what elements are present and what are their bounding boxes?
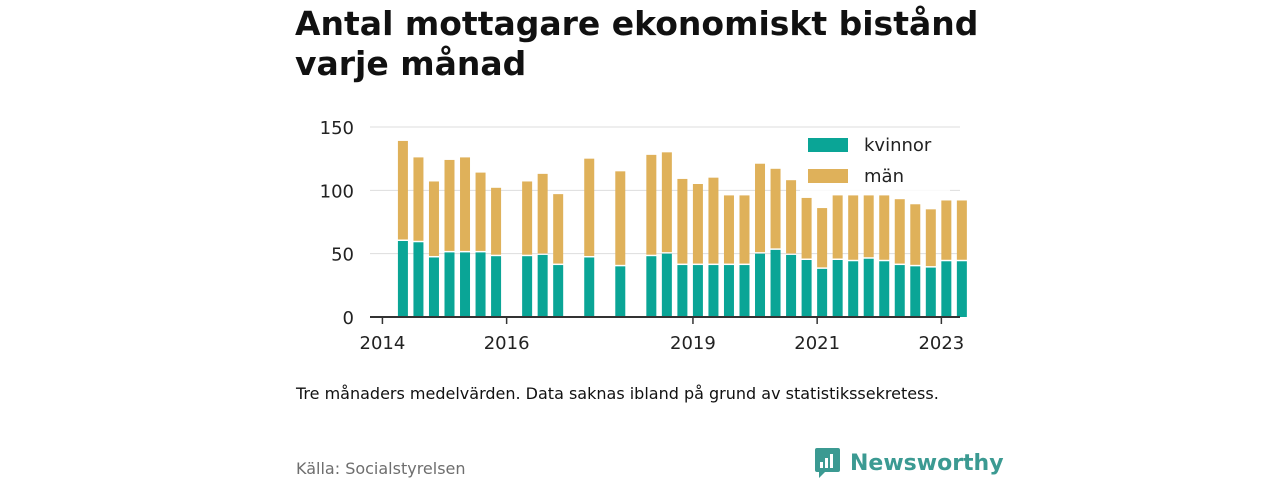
bar-man [553,194,564,264]
bar-man [460,157,471,251]
brand-logo[interactable]: Newsworthy [814,447,1004,479]
bar-kvinnor [692,265,703,317]
bar-kvinnor [491,256,502,317]
bar-kvinnor [460,252,471,317]
bar-man [723,195,734,264]
bar-kvinnor [475,252,486,317]
bar-man [491,187,502,255]
brand-name: Newsworthy [850,450,1004,476]
bar-man [475,172,486,251]
bar-man [894,199,905,264]
bars [397,140,967,317]
x-axis-ticks: 2014 2016 2019 2021 2023 [360,317,964,354]
bar-man [832,195,843,259]
bar-kvinnor [397,241,408,317]
bar-man [863,195,874,258]
bar-man [910,204,921,265]
source-text: Källa: Socialstyrelsen [296,459,466,478]
bar-man [925,209,936,267]
x-tick-label: 2021 [794,333,840,354]
legend-label-man: män [864,166,904,187]
bar-kvinnor [553,265,564,317]
y-tick-label: 150 [320,118,354,139]
bar-kvinnor [646,256,657,317]
bar-kvinnor [817,268,828,317]
bar-man [801,197,812,259]
bar-chart: 0 50 100 150 2014 2016 2019 2021 2023 kvinnor m… [320,118,967,354]
bar-kvinnor [832,260,843,317]
bar-kvinnor [801,260,812,317]
bar-man [879,195,890,260]
bar-kvinnor [770,249,781,317]
bar-man [677,178,688,264]
bar-kvinnor [677,265,688,317]
legend: kvinnor män [800,128,950,194]
bar-kvinnor [786,254,797,317]
bar-kvinnor [708,265,719,317]
y-tick-label: 0 [343,308,354,329]
bar-man [522,181,533,255]
bar-kvinnor [739,265,750,317]
bar-kvinnor [537,254,548,317]
bar-kvinnor [413,242,424,317]
y-tick-label: 100 [320,181,354,202]
bar-man [941,200,952,260]
bar-man [584,158,595,256]
bar-kvinnor [879,261,890,317]
bar-man [770,168,781,249]
legend-label-kvinnor: kvinnor [864,135,932,156]
bar-man [755,163,766,253]
bar-man [413,157,424,241]
bar-kvinnor [941,261,952,317]
x-tick-label: 2019 [670,333,716,354]
bar-kvinnor [723,265,734,317]
legend-swatch-man [808,169,848,183]
x-tick-label: 2014 [360,333,406,354]
x-tick-label: 2023 [918,333,964,354]
bar-man [817,208,828,268]
bar-man [956,200,967,260]
legend-swatch-kvinnor [808,138,848,152]
bar-kvinnor [863,258,874,317]
chart-title: Antal mottagare ekonomiskt bistånd varje… [295,4,979,83]
bar-man [428,181,439,256]
bar-man [708,177,719,264]
bar-man [786,180,797,254]
bar-man [739,195,750,264]
bar-man [646,154,657,255]
bar-man [615,171,626,265]
bar-kvinnor [428,257,439,317]
y-tick-label: 50 [331,245,354,266]
bar-kvinnor [848,261,859,317]
bar-man [444,159,455,251]
bar-kvinnor [956,261,967,317]
bar-man [692,184,703,264]
bar-kvinnor [925,267,936,317]
newsworthy-icon [815,448,840,478]
bar-man [397,140,408,240]
bar-man [848,195,859,260]
bar-kvinnor [661,253,672,317]
bar-kvinnor [910,266,921,317]
x-tick-label: 2016 [484,333,530,354]
bar-kvinnor [755,253,766,317]
bar-kvinnor [615,266,626,317]
bar-kvinnor [894,265,905,317]
bar-man [661,152,672,253]
bar-kvinnor [522,256,533,317]
y-axis-ticks: 0 50 100 150 [320,118,354,329]
bar-kvinnor [584,257,595,317]
chart-note: Tre månaders medelvärden. Data saknas ib… [296,384,939,403]
bar-man [537,173,548,254]
bar-kvinnor [444,252,455,317]
